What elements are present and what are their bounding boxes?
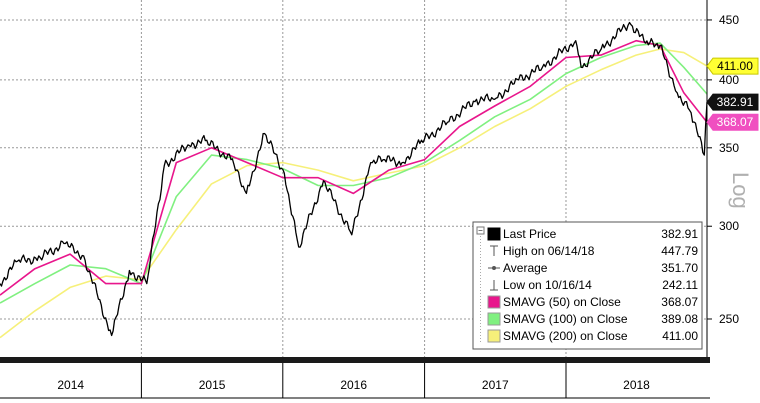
price-tag-label-1: 382.91	[717, 95, 754, 109]
legend-label-4: SMAVG (50) on Close	[503, 295, 621, 309]
legend-value-5: 389.08	[661, 312, 698, 326]
price-tag-bg-0	[706, 57, 759, 75]
legend-swatch-0	[487, 227, 501, 241]
legend-value-2: 351.70	[661, 261, 698, 275]
y-tick-label-1: 300	[719, 219, 739, 233]
price-tag-bg-1	[706, 93, 759, 111]
legend-label-6: SMAVG (200) on Close	[503, 329, 628, 343]
x-ticks: 2014 2015 2016 2017 2018	[57, 363, 650, 398]
price-tags: 411.00 382.91 368.07	[706, 57, 759, 131]
series-line-3	[0, 48, 708, 339]
legend-label-0: Last Price	[503, 227, 557, 241]
legend-swatch-5	[487, 312, 501, 326]
price-tag-bg-2	[706, 113, 759, 131]
y-tick-label-4: 450	[719, 13, 739, 27]
axes	[0, 0, 710, 399]
legend-value-6: 411.00	[662, 329, 698, 343]
legend-value-3: 242.11	[662, 278, 698, 292]
legend-label-3: Low on 10/16/14	[503, 278, 592, 292]
legend-average-dot	[492, 266, 496, 270]
legend-low-icon	[490, 280, 498, 291]
y-tick-label-2: 350	[719, 141, 739, 155]
legend-swatch-6	[487, 329, 501, 343]
legend-value-4: 368.07	[661, 295, 698, 309]
y-axis-label: Log	[728, 172, 753, 209]
legend-value-0: 382.91	[661, 227, 698, 241]
y-tick-label-3: 400	[719, 73, 739, 87]
legend-label-1: High on 06/14/18	[503, 244, 595, 258]
legend-swatch-4	[487, 295, 501, 309]
legend: Last Price 382.91 High on 06/14/18 447.79 Av…	[472, 221, 703, 350]
legend-value-1: 447.79	[661, 244, 698, 258]
y-ticks: 250 300 350 400 450	[707, 13, 739, 326]
x-tick-label-3: 2017	[482, 378, 509, 392]
price-tag-label-0: 411.00	[717, 59, 753, 73]
x-tick-label-1: 2015	[199, 378, 226, 392]
y-tick-label-0: 250	[719, 312, 739, 326]
series-layer	[0, 21, 708, 339]
legend-high-icon	[490, 245, 498, 256]
x-tick-label-0: 2014	[57, 378, 84, 392]
legend-label-2: Average	[503, 261, 548, 275]
legend-box	[472, 221, 703, 350]
x-tick-label-4: 2018	[623, 378, 650, 392]
x-tick-label-2: 2016	[340, 378, 367, 392]
legend-label-5: SMAVG (100) on Close	[503, 312, 628, 326]
series-line-1	[0, 39, 708, 296]
price-tag-label-2: 368.07	[717, 115, 754, 129]
series-line-0	[0, 21, 708, 337]
